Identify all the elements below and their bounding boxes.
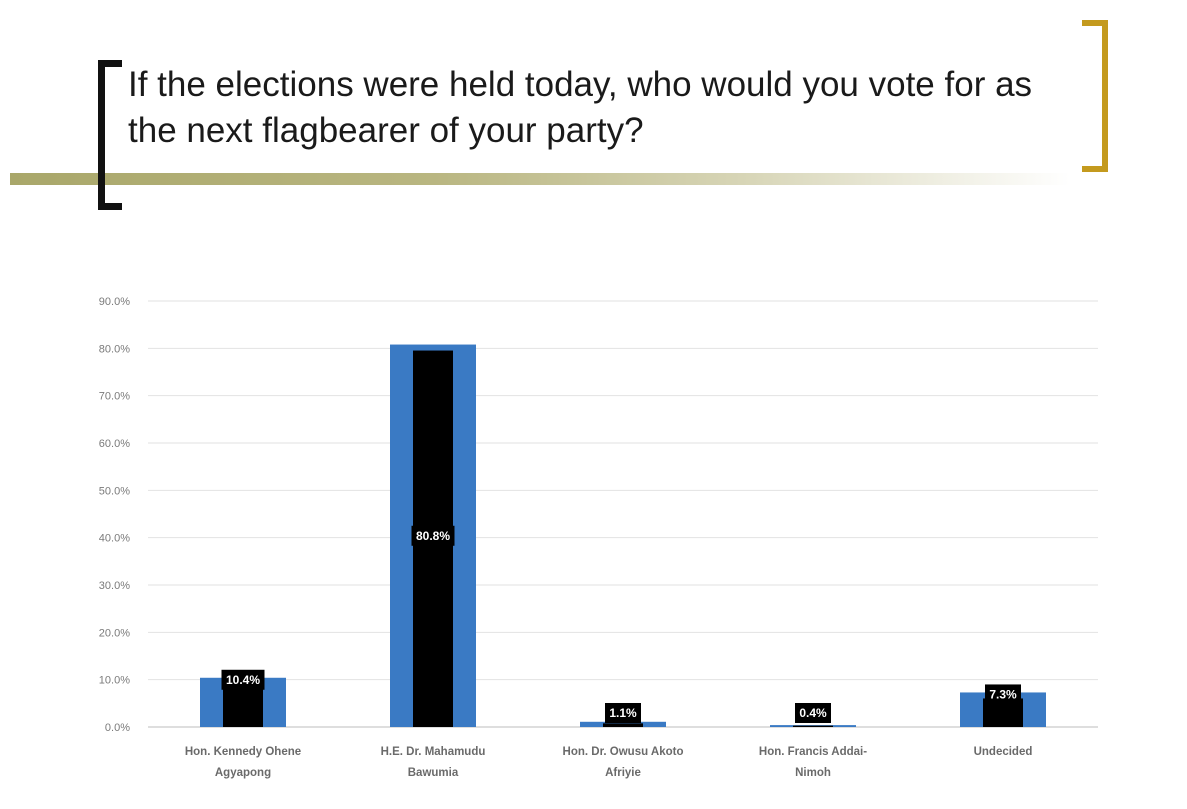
data-label: 7.3% (989, 687, 1017, 701)
category-label: Afriyie (605, 767, 641, 779)
right-bracket (1102, 20, 1108, 172)
right-bracket-bottom (1082, 166, 1108, 172)
bar-inner-shade (223, 683, 263, 727)
y-tick-label: 20.0% (99, 627, 130, 639)
data-label-box (411, 525, 455, 546)
y-tick-label: 40.0% (99, 533, 130, 545)
category-label: Hon. Dr. Owusu Akoto (563, 746, 684, 758)
bar-chart: 0.0% 10.0% 20.0% 30.0% 40.0% 50.0% 60.0% 70.0% 8… (0, 270, 1187, 809)
data-label: 10.4% (226, 673, 260, 687)
y-tick-label: 50.0% (99, 485, 130, 497)
category-label: Hon. Kennedy Ohene (185, 746, 301, 758)
slide-header: If the elections were held today, who wo… (0, 0, 1187, 230)
category-label: Hon. Francis Addai- (759, 746, 867, 758)
bar-chart-svg: 0.0% 10.0% 20.0% 30.0% 40.0% 50.0% 60.0% 70.0% 8… (99, 296, 1098, 779)
y-tick-label: 60.0% (99, 438, 130, 450)
y-tick-label: 90.0% (99, 296, 130, 308)
category-label: Agyapong (215, 767, 271, 779)
y-tick-label: 10.0% (99, 675, 130, 687)
left-bracket (98, 60, 105, 210)
y-tick-label: 80.0% (99, 343, 130, 355)
category-label: Undecided (974, 746, 1033, 758)
data-label: 80.8% (416, 529, 450, 543)
left-bracket-top (98, 60, 122, 67)
slide-title: If the elections were held today, who wo… (128, 65, 1033, 150)
data-label-box (605, 703, 641, 723)
category-label: Nimoh (795, 767, 831, 779)
data-label-box (795, 703, 831, 723)
title-underline-rule (10, 173, 1070, 185)
y-tick-label: 70.0% (99, 391, 130, 403)
y-tick-label: 0.0% (105, 722, 130, 734)
data-label: 0.4% (799, 706, 827, 720)
left-bracket-bottom (98, 203, 122, 210)
bar-inner-shade (793, 725, 833, 727)
category-label: H.E. Dr. Mahamudu (381, 746, 486, 758)
data-label-box (221, 669, 265, 690)
right-bracket-top (1082, 20, 1108, 26)
data-label: 1.1% (609, 706, 637, 720)
category-label: Bawumia (408, 767, 459, 779)
bar-inner-shade (603, 723, 643, 727)
data-label-box (985, 684, 1021, 705)
y-tick-label: 30.0% (99, 580, 130, 592)
